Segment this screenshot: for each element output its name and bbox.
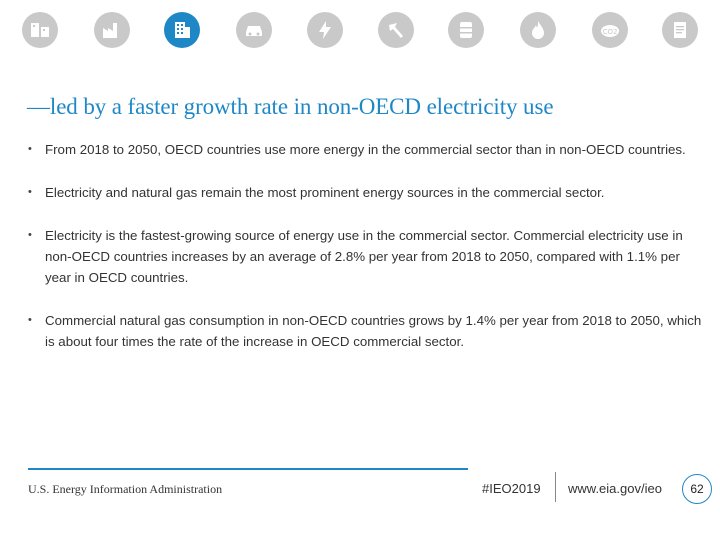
bullet-marker: • [28, 229, 32, 241]
footer-divider [28, 468, 468, 470]
commercial-building-icon[interactable] [164, 12, 200, 48]
co2-emissions-icon[interactable]: CO2 [592, 12, 628, 48]
bullet-text: Electricity is the fastest-growing sourc… [45, 228, 683, 285]
bullet-item: • Commercial natural gas consumption in n… [28, 310, 703, 352]
bullet-item: • Electricity is the fastest-growing sour… [28, 225, 703, 288]
transportation-icon[interactable] [236, 12, 272, 48]
oil-barrel-icon[interactable] [448, 12, 484, 48]
bullet-marker: • [28, 143, 32, 155]
slide-title: —led by a faster growth rate in non-OECD… [27, 94, 554, 119]
footer-separator [555, 472, 556, 502]
footer-agency-name: U.S. Energy Information Administration [28, 482, 223, 496]
industrial-icon[interactable] [94, 12, 130, 48]
bullet-item: • From 2018 to 2050, OECD countries use m… [28, 139, 703, 160]
electricity-icon[interactable] [307, 12, 343, 48]
footer-url-link[interactable]: www.eia.gov/ieo [568, 481, 662, 496]
bullet-text: From 2018 to 2050, OECD countries use mo… [45, 142, 686, 157]
all-sectors-icon[interactable] [22, 12, 58, 48]
bullet-list: • From 2018 to 2050, OECD countries use m… [28, 139, 703, 352]
page-number: 62 [682, 474, 712, 504]
footer-hashtag[interactable]: #IEO2019 [482, 481, 541, 496]
bullet-marker: • [28, 314, 32, 326]
bullet-item: • Electricity and natural gas remain the … [28, 182, 703, 203]
sector-icon-bar: CO2 [0, 0, 720, 60]
bullet-text: Electricity and natural gas remain the m… [45, 185, 605, 200]
bullet-text: Commercial natural gas consumption in no… [45, 313, 702, 349]
bullet-marker: • [28, 186, 32, 198]
svg-text:CO2: CO2 [603, 28, 618, 36]
coal-icon[interactable] [378, 12, 414, 48]
report-document-icon[interactable] [662, 12, 698, 48]
natural-gas-flame-icon[interactable] [520, 12, 556, 48]
